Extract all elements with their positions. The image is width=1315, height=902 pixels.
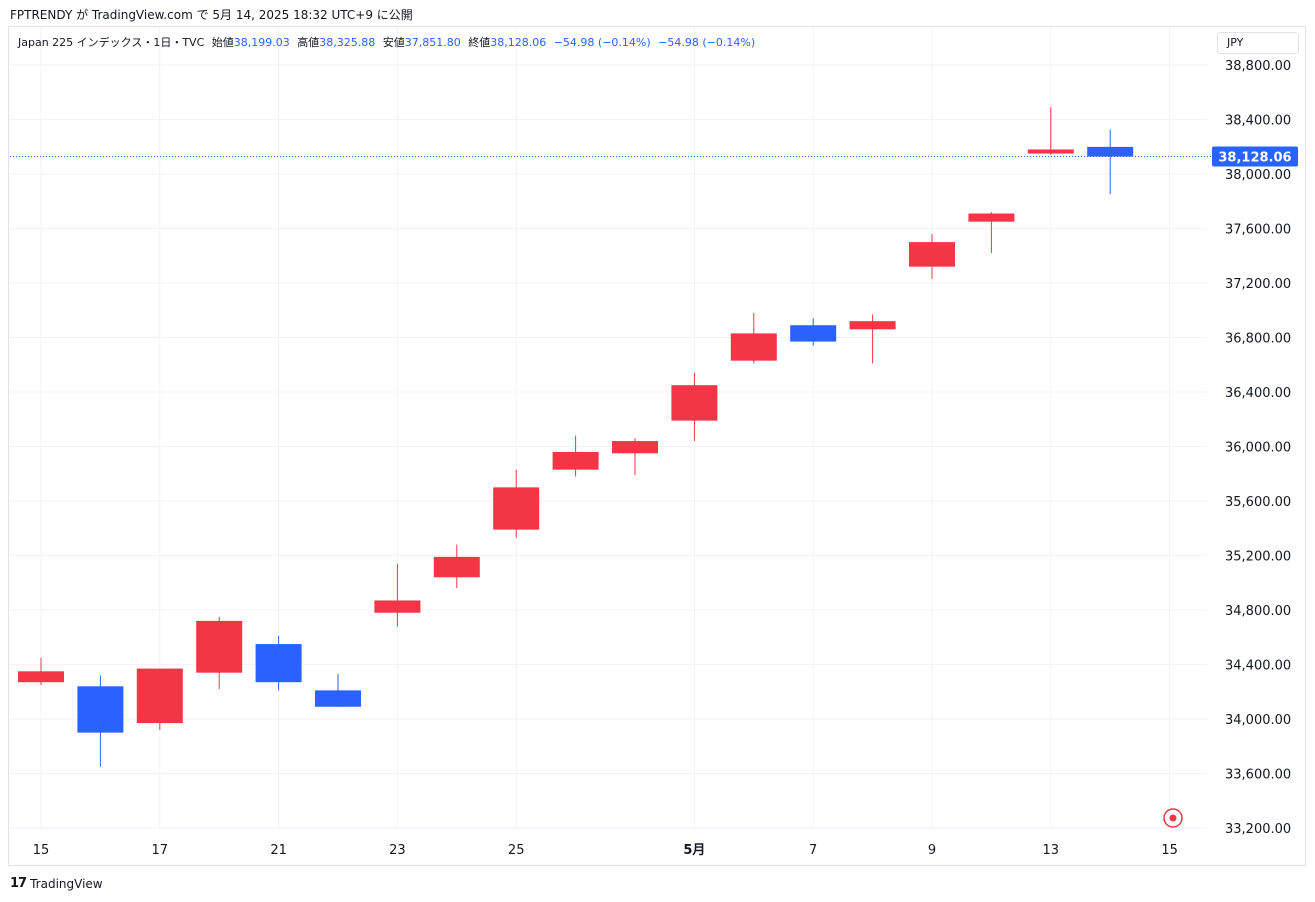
x-tick-label: 15	[1161, 843, 1178, 858]
y-tick-label: 38,000.00	[1225, 168, 1291, 183]
y-tick-label: 36,400.00	[1225, 386, 1291, 401]
candle-body	[315, 690, 361, 707]
x-tick-label: 13	[1043, 843, 1060, 858]
ohlc-legend: Japan 225 インデックス・1日・TVC 始値38,199.03 高値38…	[18, 34, 755, 50]
y-tick-label: 38,400.00	[1225, 114, 1291, 129]
candle-body	[671, 385, 718, 421]
candle-body	[18, 671, 64, 683]
publish-caption: FPTRENDY が TradingView.com で 5月 14, 2025…	[10, 8, 413, 22]
y-tick-label: 36,000.00	[1225, 441, 1291, 456]
y-tick-label: 35,200.00	[1225, 550, 1291, 565]
candle-body	[968, 213, 1015, 222]
candle-body	[909, 242, 955, 267]
x-tick-label: 15	[33, 843, 50, 858]
y-tick-label: 34,400.00	[1225, 659, 1291, 674]
x-tick-label: 23	[389, 843, 406, 858]
live-indicator-dot	[1169, 814, 1177, 822]
candle-body	[1087, 146, 1134, 157]
candle-body	[433, 556, 480, 578]
candle-body	[255, 644, 302, 683]
change-percent: −54.98 (−0.14%)	[658, 36, 756, 49]
tradingview-logo-icon: 17	[10, 876, 27, 891]
open-value: 38,199.03	[233, 36, 290, 49]
candle-body	[136, 668, 183, 724]
y-tick-label: 37,200.00	[1225, 277, 1291, 292]
y-tick-label: 38,800.00	[1225, 59, 1291, 74]
open-label: 始値	[211, 36, 234, 49]
close-value: 38,128.06	[490, 36, 547, 49]
low-label: 安値	[382, 36, 405, 49]
chart-frame	[8, 26, 1306, 866]
candle-body	[552, 451, 599, 470]
last-price-tag	[1212, 146, 1298, 167]
candle-body	[1027, 149, 1074, 154]
y-tick-label: 33,600.00	[1225, 768, 1291, 783]
symbol-title: Japan 225 インデックス・1日・TVC	[18, 36, 205, 49]
x-tick-label: 5月	[683, 843, 705, 858]
x-tick-label: 9	[928, 843, 936, 858]
y-tick-label: 35,600.00	[1225, 495, 1291, 510]
live-indicator-icon	[1163, 808, 1183, 828]
high-value: 38,325.88	[319, 36, 376, 49]
x-tick-label: 17	[152, 843, 169, 858]
x-tick-label: 25	[508, 843, 525, 858]
footer-brand-label: TradingView	[30, 876, 103, 891]
candle-body	[77, 686, 124, 733]
high-label: 高値	[297, 36, 320, 49]
candle-body	[612, 441, 658, 454]
x-tick-label: 21	[270, 843, 287, 858]
y-tick-label: 36,800.00	[1225, 332, 1291, 347]
change-value: −54.98 (−0.14%)	[553, 36, 651, 49]
y-tick-label: 34,000.00	[1225, 713, 1291, 728]
close-label: 終値	[468, 36, 491, 49]
candle-body	[730, 333, 777, 361]
candle-body	[374, 600, 421, 613]
x-tick-label: 7	[809, 843, 817, 858]
low-value: 37,851.80	[404, 36, 461, 49]
y-tick-label: 37,600.00	[1225, 223, 1291, 238]
candle-body	[849, 321, 896, 330]
footer-brand: 17 TradingView	[10, 876, 103, 891]
currency-button[interactable]: JPY	[1217, 32, 1299, 54]
candle-body	[790, 325, 837, 342]
y-tick-label: 33,200.00	[1225, 822, 1291, 837]
last-price-label: 38,128.06	[1218, 151, 1291, 166]
candle-body	[196, 620, 243, 673]
candle-body	[493, 487, 540, 530]
y-tick-label: 34,800.00	[1225, 604, 1291, 619]
